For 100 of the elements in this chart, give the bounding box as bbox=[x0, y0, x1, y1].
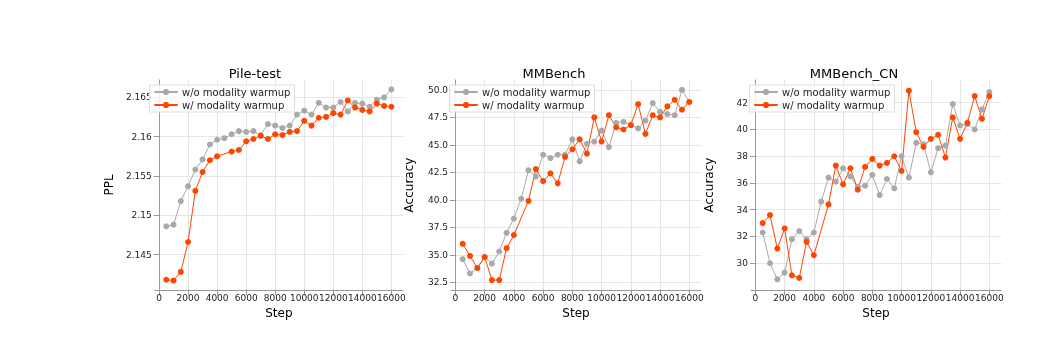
point bbox=[620, 126, 627, 133]
x-tick-label: 4000 bbox=[205, 292, 229, 303]
point bbox=[540, 151, 547, 158]
point bbox=[359, 100, 366, 107]
x-tick-label: 2000 bbox=[773, 292, 797, 303]
point bbox=[344, 108, 351, 115]
point bbox=[272, 131, 279, 138]
x-tick-label: 2000 bbox=[473, 292, 497, 303]
point bbox=[308, 111, 315, 118]
point bbox=[840, 181, 847, 188]
point bbox=[467, 270, 474, 277]
point bbox=[243, 128, 250, 135]
point bbox=[381, 94, 388, 101]
point bbox=[957, 122, 964, 129]
point bbox=[192, 166, 199, 173]
point bbox=[185, 183, 192, 190]
point bbox=[337, 111, 344, 118]
x-tick-label: 16000 bbox=[974, 292, 1004, 303]
point bbox=[503, 229, 510, 236]
point bbox=[635, 125, 642, 132]
point bbox=[979, 115, 985, 122]
y-tick-label: 35.0 bbox=[427, 249, 449, 260]
y-tick-label: 30 bbox=[736, 258, 749, 269]
point bbox=[935, 145, 942, 152]
point bbox=[671, 112, 678, 119]
point bbox=[679, 86, 685, 93]
y-tick-label: 2.165 bbox=[125, 92, 152, 103]
point bbox=[913, 139, 920, 146]
x-tick-label: 10000 bbox=[887, 292, 917, 303]
x-tick-label: 8000 bbox=[860, 292, 885, 303]
point bbox=[979, 106, 985, 113]
point bbox=[301, 107, 308, 114]
point bbox=[286, 128, 293, 135]
point bbox=[496, 248, 503, 255]
point bbox=[228, 131, 235, 138]
chart-title: MMBench_CN bbox=[809, 66, 899, 81]
point bbox=[657, 108, 664, 115]
point bbox=[591, 114, 598, 121]
x-axis-title: Step bbox=[562, 305, 590, 320]
point bbox=[796, 274, 803, 281]
x-tick-label: 12000 bbox=[616, 292, 646, 303]
point bbox=[576, 158, 583, 165]
point bbox=[913, 129, 920, 136]
point bbox=[986, 93, 993, 100]
x-tick-label: 10000 bbox=[587, 292, 617, 303]
point bbox=[767, 260, 774, 267]
point bbox=[781, 269, 788, 276]
point bbox=[185, 239, 192, 246]
point bbox=[177, 268, 184, 275]
legend-label: w/ modality warmup bbox=[482, 99, 585, 111]
y-tick-label: 37.5 bbox=[427, 222, 448, 233]
point bbox=[788, 236, 795, 243]
point bbox=[496, 277, 503, 284]
y-tick-label: 2.16 bbox=[131, 131, 152, 142]
point bbox=[199, 169, 206, 176]
legend-label: w/ modality warmup bbox=[782, 99, 885, 111]
x-tick-label: 0 bbox=[452, 292, 459, 303]
point bbox=[569, 146, 576, 153]
y-tick-label: 32 bbox=[736, 231, 748, 242]
point bbox=[679, 106, 685, 113]
point bbox=[540, 178, 547, 185]
point bbox=[554, 151, 561, 158]
point bbox=[286, 122, 293, 129]
point bbox=[664, 111, 671, 118]
point bbox=[243, 138, 250, 145]
point bbox=[598, 127, 605, 134]
point bbox=[381, 102, 388, 109]
point bbox=[605, 112, 612, 119]
point bbox=[642, 117, 649, 124]
point bbox=[518, 195, 525, 202]
point bbox=[315, 114, 322, 121]
y-tick-label: 40.0 bbox=[427, 194, 449, 205]
point bbox=[279, 132, 286, 139]
point bbox=[250, 135, 257, 142]
point bbox=[869, 171, 876, 178]
point bbox=[488, 277, 495, 284]
point bbox=[510, 232, 517, 239]
point bbox=[532, 173, 539, 180]
point bbox=[759, 220, 766, 227]
point bbox=[583, 150, 590, 157]
point bbox=[206, 157, 213, 164]
point bbox=[832, 178, 839, 185]
point bbox=[883, 159, 890, 166]
point bbox=[373, 100, 380, 107]
point bbox=[199, 156, 206, 163]
point bbox=[459, 256, 466, 263]
point bbox=[862, 163, 869, 170]
point bbox=[264, 135, 271, 142]
y-tick-label: 50.0 bbox=[427, 84, 449, 95]
y-tick-label: 47.5 bbox=[427, 112, 448, 123]
point bbox=[366, 108, 373, 115]
point bbox=[905, 87, 912, 94]
point bbox=[293, 111, 300, 118]
chart-title: MMBench bbox=[522, 66, 586, 81]
point bbox=[847, 173, 854, 180]
x-axis-title: Step bbox=[862, 305, 890, 320]
x-tick-label: 16000 bbox=[377, 292, 406, 303]
point bbox=[810, 229, 817, 236]
x-tick-label: 12000 bbox=[318, 292, 348, 303]
point bbox=[250, 128, 257, 135]
